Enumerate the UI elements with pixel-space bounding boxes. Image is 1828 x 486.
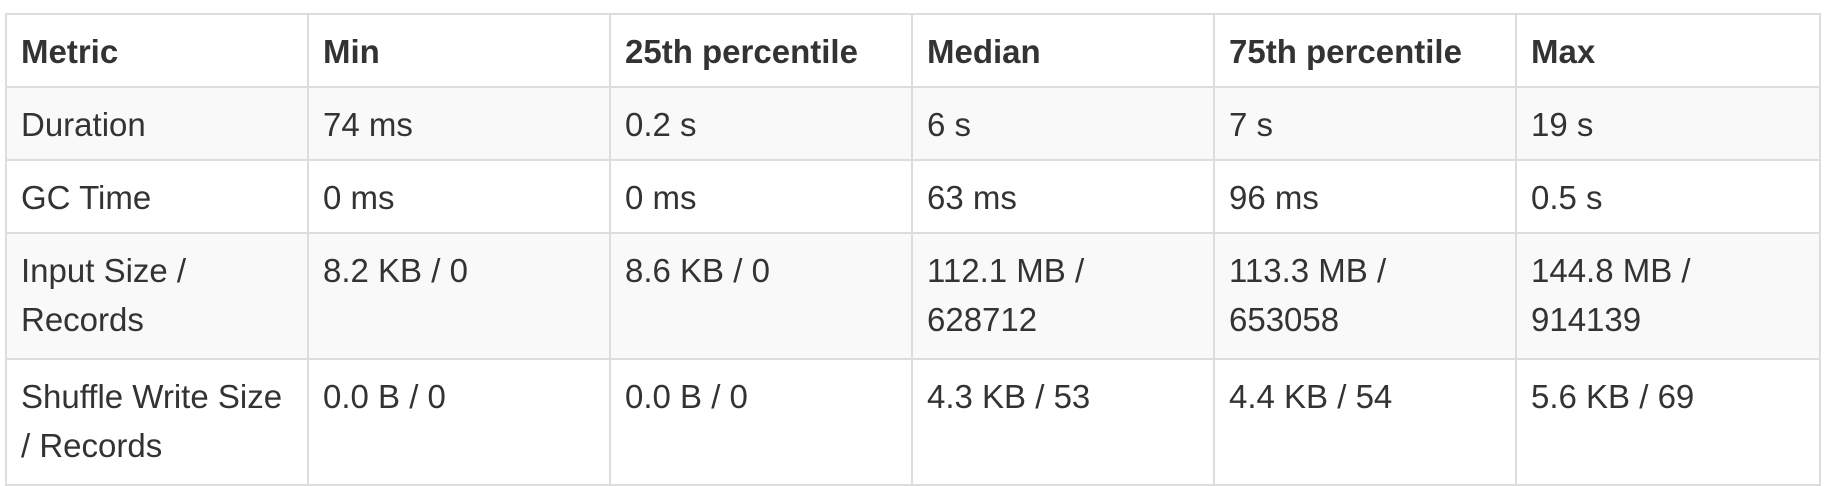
min-cell: 8.2 KB / 0 <box>307 232 611 360</box>
median-cell: 63 ms <box>911 159 1215 234</box>
metric-name-cell: Input Size / Records <box>5 232 309 360</box>
min-cell: 0 ms <box>307 159 611 234</box>
max-cell: 144.8 MB / 914139 <box>1515 232 1821 360</box>
p25-cell: 8.6 KB / 0 <box>609 232 913 360</box>
max-cell: 19 s <box>1515 86 1821 161</box>
column-header-25th-percentile: 25th percentile <box>609 13 913 88</box>
p75-cell: 113.3 MB / 653058 <box>1213 232 1517 360</box>
column-header-median: Median <box>911 13 1215 88</box>
metric-name-cell: Shuffle Write Size / Records <box>5 358 309 486</box>
column-header-75th-percentile: 75th percentile <box>1213 13 1517 88</box>
median-cell: 6 s <box>911 86 1215 161</box>
p75-cell: 96 ms <box>1213 159 1517 234</box>
p25-cell: 0 ms <box>609 159 913 234</box>
max-cell: 0.5 s <box>1515 159 1821 234</box>
column-header-min: Min <box>307 13 611 88</box>
table-row-shuffle-write-size-records: Shuffle Write Size / Records 0.0 B / 0 0… <box>5 358 1821 486</box>
column-header-metric: Metric <box>5 13 309 88</box>
p75-cell: 7 s <box>1213 86 1517 161</box>
header-row: Metric Min 25th percentile Median 75th p… <box>5 13 1821 88</box>
p75-cell: 4.4 KB / 54 <box>1213 358 1517 486</box>
table-row-input-size-records: Input Size / Records 8.2 KB / 0 8.6 KB /… <box>5 232 1821 360</box>
table-row-duration: Duration 74 ms 0.2 s 6 s 7 s 19 s <box>5 86 1821 161</box>
metric-name-cell: GC Time <box>5 159 309 234</box>
metric-name-cell: Duration <box>5 86 309 161</box>
max-cell: 5.6 KB / 69 <box>1515 358 1821 486</box>
min-cell: 74 ms <box>307 86 611 161</box>
summary-metrics-table-container: Metric Min 25th percentile Median 75th p… <box>5 13 1821 486</box>
table-row-gc-time: GC Time 0 ms 0 ms 63 ms 96 ms 0.5 s <box>5 159 1821 234</box>
p25-cell: 0.0 B / 0 <box>609 358 913 486</box>
column-header-max: Max <box>1515 13 1821 88</box>
summary-metrics-table: Metric Min 25th percentile Median 75th p… <box>5 13 1821 486</box>
p25-cell: 0.2 s <box>609 86 913 161</box>
median-cell: 112.1 MB / 628712 <box>911 232 1215 360</box>
median-cell: 4.3 KB / 53 <box>911 358 1215 486</box>
table-header: Metric Min 25th percentile Median 75th p… <box>5 13 1821 88</box>
table-body: Duration 74 ms 0.2 s 6 s 7 s 19 s GC Tim… <box>5 86 1821 486</box>
min-cell: 0.0 B / 0 <box>307 358 611 486</box>
